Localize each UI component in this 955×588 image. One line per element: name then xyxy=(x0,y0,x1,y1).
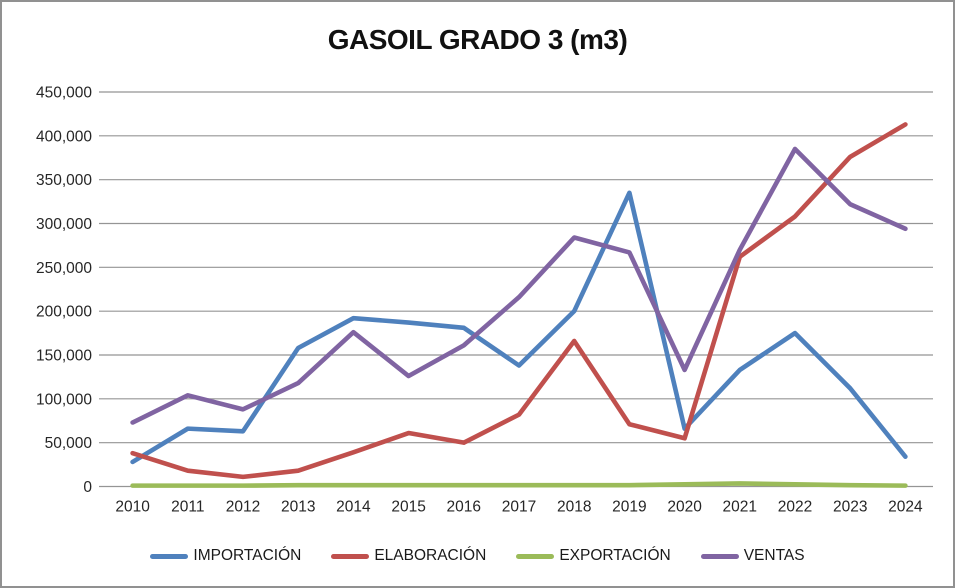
legend-label-exportacion: EXPORTACIÓN xyxy=(559,547,671,564)
legend-item-exportacion: EXPORTACIÓN xyxy=(516,547,671,565)
x-tick-label: 2022 xyxy=(778,499,812,516)
legend-item-elaboracion: ELABORACIÓN xyxy=(331,547,486,565)
y-tick-label: 200,000 xyxy=(36,304,92,321)
x-tick-label: 2012 xyxy=(226,499,260,516)
series-line-ventas xyxy=(130,146,908,425)
x-tick-label: 2018 xyxy=(557,499,591,516)
legend-line-swatch-exportacion xyxy=(516,553,555,559)
x-tick-label: 2014 xyxy=(336,499,371,516)
chart-title: GASOIL GRADO 3 (m3) xyxy=(327,24,628,55)
legend-label-elaboracion: ELABORACIÓN xyxy=(374,547,487,564)
legend-label-ventas: VENTAS xyxy=(743,547,805,564)
y-tick-label: 150,000 xyxy=(36,348,92,365)
series-line-elaboracion xyxy=(130,122,908,480)
series-line-exportacion xyxy=(130,481,908,488)
x-tick-label: 2016 xyxy=(447,499,481,516)
y-tick-label: 0 xyxy=(83,479,92,496)
legend-label-importacion: IMPORTACIÓN xyxy=(193,547,302,564)
chart-legend: IMPORTACIÓN ELABORACIÓN EXPORTACIÓN VENTAS xyxy=(2,539,953,573)
legend-item-importacion: IMPORTACIÓN xyxy=(150,547,301,565)
y-tick-label: 300,000 xyxy=(36,216,92,233)
x-tick-label: 2020 xyxy=(667,499,702,516)
y-tick-label: 400,000 xyxy=(36,128,92,145)
x-tick-label: 2024 xyxy=(888,499,923,516)
y-tick-label: 450,000 xyxy=(36,85,92,102)
legend-line-swatch-importacion xyxy=(150,553,189,559)
x-tick-label: 2019 xyxy=(612,499,646,516)
legend-item-ventas: VENTAS xyxy=(700,547,805,565)
x-tick-label: 2010 xyxy=(115,499,150,516)
legend-line-swatch-ventas xyxy=(700,553,739,559)
y-tick-label: 50,000 xyxy=(45,435,93,452)
x-tick-label: 2021 xyxy=(723,499,757,516)
series-line-importacion xyxy=(130,190,908,465)
x-tick-label: 2015 xyxy=(391,499,425,516)
x-tick-label: 2023 xyxy=(833,499,867,516)
y-tick-label: 350,000 xyxy=(36,172,92,189)
x-tick-label: 2013 xyxy=(281,499,315,516)
y-tick-label: 100,000 xyxy=(36,391,92,408)
x-tick-label: 2011 xyxy=(171,499,204,516)
y-tick-label: 250,000 xyxy=(36,260,92,277)
legend-line-swatch-elaboracion xyxy=(331,553,370,559)
x-tick-label: 2017 xyxy=(502,499,536,516)
